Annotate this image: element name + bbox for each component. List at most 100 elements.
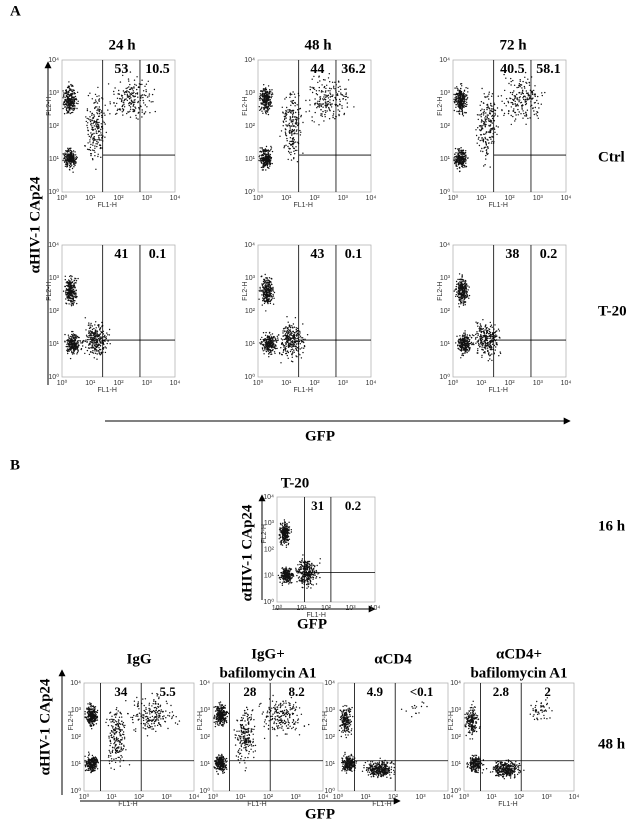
dot <box>266 102 267 103</box>
dot <box>494 104 495 105</box>
dot <box>97 139 98 140</box>
dot <box>294 153 295 154</box>
dot <box>290 112 291 113</box>
dot <box>71 290 72 291</box>
dot <box>268 338 269 339</box>
dot <box>344 89 345 90</box>
dot <box>459 152 460 153</box>
dot <box>68 112 69 113</box>
dot <box>269 89 270 90</box>
dot <box>455 148 456 149</box>
dot <box>487 114 488 115</box>
dot <box>533 90 534 91</box>
dot <box>475 337 476 338</box>
dot <box>124 92 125 93</box>
dot <box>270 352 271 353</box>
dot <box>78 340 79 341</box>
dot <box>311 87 312 88</box>
dot <box>63 94 64 95</box>
dot <box>73 289 74 290</box>
dot <box>484 111 485 112</box>
dot <box>340 89 341 90</box>
dot <box>271 147 272 148</box>
dot <box>458 148 459 149</box>
dot <box>459 163 460 164</box>
dot <box>148 95 149 96</box>
dot <box>481 342 482 343</box>
dot <box>347 102 348 103</box>
dot <box>481 119 482 120</box>
dot <box>281 130 282 131</box>
dot <box>138 107 139 108</box>
dot <box>317 94 318 95</box>
dot <box>135 115 136 116</box>
dot <box>263 281 264 282</box>
dot <box>516 99 517 100</box>
dot <box>491 353 492 354</box>
dot <box>69 101 70 102</box>
dot <box>486 327 487 328</box>
dot <box>464 286 465 287</box>
dot <box>460 285 461 286</box>
dot <box>68 295 69 296</box>
dot <box>513 99 514 100</box>
dot <box>266 98 267 99</box>
dot <box>77 92 78 93</box>
dot <box>110 103 111 104</box>
dot <box>70 349 71 350</box>
dot <box>488 352 489 353</box>
dot <box>284 328 285 329</box>
dot <box>65 292 66 293</box>
dot <box>264 107 265 108</box>
dot <box>266 292 267 293</box>
flow-plot: 4436.210⁰10⁰10¹10¹10²10²10³10³10⁴10⁴FL1-… <box>242 57 377 209</box>
dot <box>290 105 291 106</box>
dot <box>100 129 101 130</box>
dot <box>263 350 264 351</box>
dot <box>264 303 265 304</box>
dot <box>463 99 464 100</box>
dot <box>259 290 260 291</box>
dot <box>283 352 284 353</box>
dot <box>267 288 268 289</box>
dot <box>319 96 320 97</box>
dot <box>302 122 303 123</box>
dot <box>266 339 267 340</box>
dot <box>116 103 117 104</box>
dot <box>264 297 265 298</box>
dot <box>290 144 291 145</box>
dot <box>62 108 63 109</box>
dot <box>286 107 287 108</box>
dot <box>318 124 319 125</box>
dot <box>462 152 463 153</box>
dot <box>489 125 490 126</box>
dot <box>269 298 270 299</box>
dot <box>259 156 260 157</box>
dot <box>106 338 107 339</box>
dot <box>267 92 268 93</box>
dot <box>297 341 298 342</box>
dot <box>97 142 98 143</box>
dot <box>461 346 462 347</box>
dot <box>98 154 99 155</box>
y-axis-name: FL2-H <box>242 96 249 115</box>
dot <box>544 92 545 93</box>
dot <box>263 100 264 101</box>
dot <box>293 143 294 144</box>
dot <box>469 348 470 349</box>
dot <box>94 348 95 349</box>
dot <box>508 113 509 114</box>
dot <box>328 77 329 78</box>
dot <box>76 303 77 304</box>
dot <box>263 353 264 354</box>
dot <box>269 332 270 333</box>
dot <box>92 345 93 346</box>
dot <box>88 149 89 150</box>
dot <box>66 91 67 92</box>
dot <box>259 287 260 288</box>
dot <box>465 94 466 95</box>
dot <box>266 340 267 341</box>
dot <box>74 280 75 281</box>
dot <box>330 96 331 97</box>
dot <box>275 348 276 349</box>
